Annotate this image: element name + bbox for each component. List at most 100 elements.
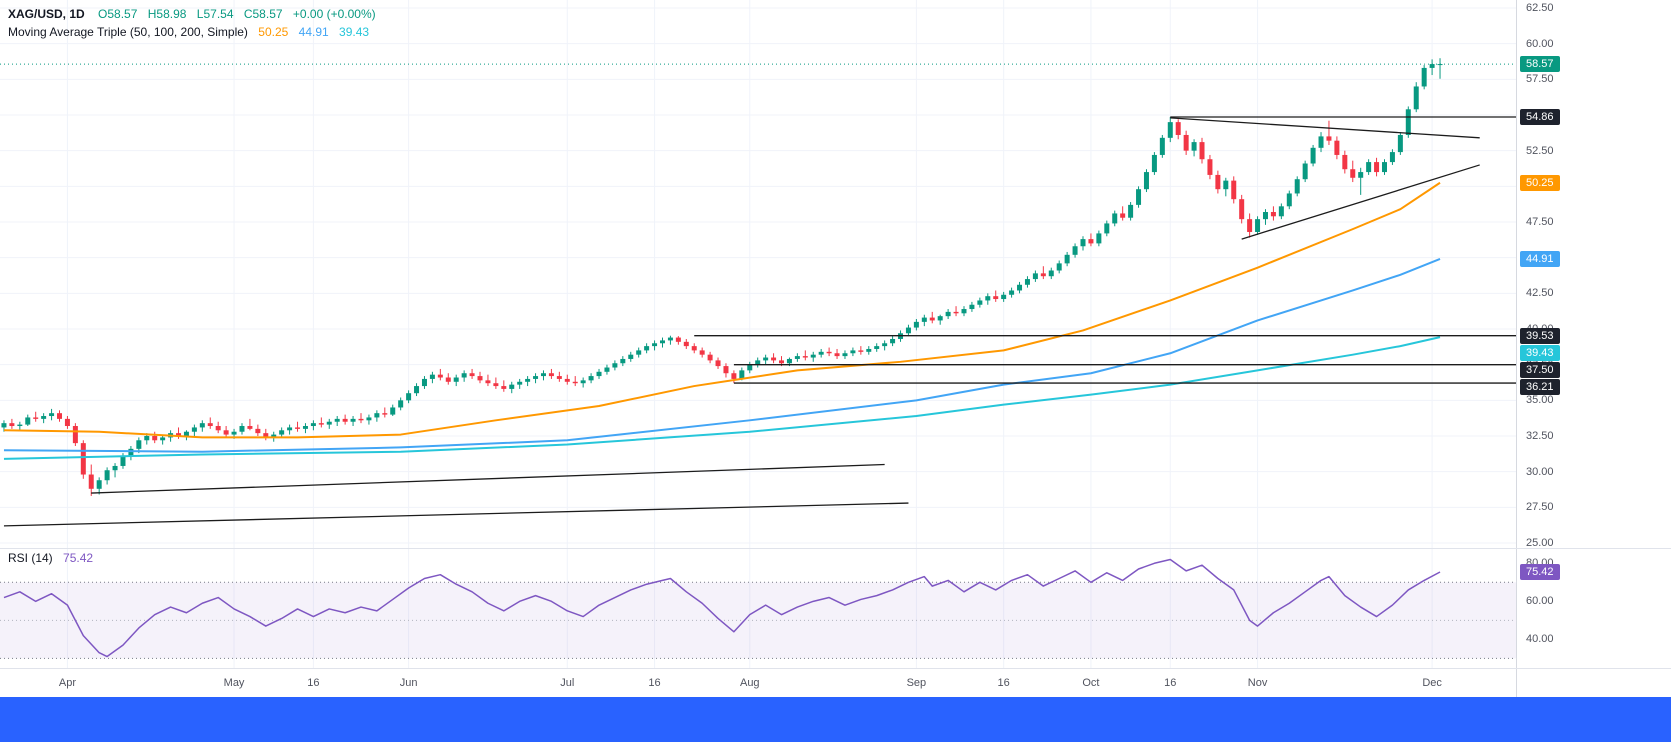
rsi-indicator-legend[interactable]: RSI (14) 75.42: [8, 551, 100, 565]
candle-body: [207, 423, 213, 427]
candle-body: [128, 448, 134, 456]
trendline[interactable]: [1241, 164, 1480, 240]
bottom-bar: [0, 697, 1671, 742]
candle-body: [1064, 254, 1070, 264]
time-axis-label: Apr: [58, 677, 76, 689]
candle-body: [1151, 154, 1157, 173]
candle-body: [1143, 172, 1149, 190]
candle-body: [969, 304, 975, 310]
trendline[interactable]: [3, 502, 909, 527]
candle-body: [1040, 273, 1046, 277]
symbol-legend[interactable]: XAG/USD, 1D O58.57 H58.98 L57.54 C58.57 …: [8, 7, 383, 21]
rsi-pane[interactable]: [0, 548, 1516, 668]
candle-body: [644, 346, 650, 351]
price-badge[interactable]: 39.53: [1520, 327, 1560, 344]
rsi-badge[interactable]: 75.42: [1520, 563, 1560, 580]
price-tick-label: 42.50: [1526, 287, 1554, 300]
candle-body: [1191, 142, 1197, 151]
candle-body: [1056, 263, 1062, 271]
symbol-title[interactable]: XAG/USD, 1D: [8, 7, 85, 21]
candle-body: [104, 470, 110, 481]
ma50-value: 50.25: [258, 25, 289, 39]
candle-body: [1112, 213, 1118, 224]
time-axis-label: May: [223, 677, 245, 689]
candle-body: [1413, 86, 1419, 110]
price-badge[interactable]: 58.57: [1520, 56, 1560, 73]
rsi-tick-label: 40.00: [1526, 633, 1554, 646]
price-tick-label: 62.50: [1526, 2, 1554, 14]
rsi-indicator-title[interactable]: RSI (14): [8, 551, 53, 565]
candle-body: [191, 427, 197, 432]
candle-body: [739, 370, 745, 379]
candle-body: [977, 300, 983, 305]
price-badge[interactable]: 44.91: [1520, 250, 1560, 267]
candle-body: [239, 426, 245, 432]
price-tick-label: 25.00: [1526, 537, 1554, 549]
candle-body: [72, 426, 78, 444]
candle-body: [183, 431, 189, 436]
candle-body: [1096, 233, 1102, 244]
candle-body: [794, 356, 800, 359]
candle-body: [993, 296, 999, 300]
price-tick-label: 27.50: [1526, 501, 1554, 514]
candle-body: [731, 373, 737, 379]
candle-body: [9, 423, 15, 427]
candle-body: [231, 431, 237, 435]
candle-body: [659, 340, 665, 344]
time-axis-label: Sep: [906, 677, 927, 689]
ma-indicator-legend[interactable]: Moving Average Triple (50, 100, 200, Sim…: [8, 25, 376, 39]
candle-body: [501, 386, 507, 389]
price-tick-label: 30.00: [1526, 465, 1554, 478]
candle-body: [493, 383, 499, 387]
pane-separator-main-rsi[interactable]: [0, 548, 1671, 549]
candle-body: [152, 436, 158, 441]
price-badge[interactable]: 39.43: [1520, 344, 1560, 361]
candle-body: [517, 381, 523, 385]
trendline[interactable]: [1170, 117, 1480, 139]
time-axis-label: Oct: [1082, 677, 1100, 689]
candle-body: [921, 317, 927, 322]
candle-body: [636, 350, 642, 355]
sma-100-line: [3, 258, 1441, 453]
candle-body: [310, 423, 316, 427]
candle-body: [1080, 239, 1086, 247]
candle-body: [469, 373, 475, 377]
candle-body: [620, 358, 626, 364]
rsi-value: 75.42: [63, 551, 94, 565]
ma100-value: 44.91: [298, 25, 329, 39]
candle-body: [1286, 193, 1292, 207]
candle-body: [1326, 136, 1332, 141]
time-axis-label: Jul: [560, 677, 575, 689]
candle-body: [802, 356, 808, 358]
price-badge[interactable]: 50.25: [1520, 174, 1560, 191]
candle-body: [318, 423, 324, 425]
time-axis-label: Jun: [399, 677, 418, 689]
candle-body: [64, 418, 70, 427]
price-badge[interactable]: 36.21: [1520, 378, 1560, 395]
candle-body: [683, 341, 689, 347]
candle-body: [160, 437, 166, 441]
candle-body: [1302, 163, 1308, 180]
candle-body: [1215, 174, 1221, 190]
ma-indicator-title[interactable]: Moving Average Triple (50, 100, 200, Sim…: [8, 25, 248, 39]
candle-body: [247, 426, 253, 429]
candle-body: [540, 373, 546, 377]
time-axis[interactable]: Apr May 16 Jun Jul 16 Aug Sep 16 Oct 16 Nov Dec: [0, 669, 1516, 697]
ohlc-close: C58.57: [243, 7, 283, 21]
price-badge[interactable]: 54.86: [1520, 108, 1560, 125]
candle-body: [667, 337, 673, 341]
candle-body: [263, 433, 269, 438]
main-price-pane[interactable]: [0, 0, 1516, 548]
trendline[interactable]: [91, 463, 885, 494]
candle-body: [1024, 279, 1030, 285]
candle-body: [1088, 239, 1094, 244]
price-badge[interactable]: 37.50: [1520, 361, 1560, 378]
ohlc-low: L57.54: [196, 7, 234, 21]
candle-body: [342, 418, 348, 422]
price-axis[interactable]: 62.5060.0057.5055.0052.5050.0047.5045.00…: [1516, 0, 1671, 697]
candle-body: [1009, 290, 1015, 295]
candle-body: [834, 353, 840, 357]
price-tick-label: 57.50: [1526, 73, 1554, 86]
ma200-value: 39.43: [339, 25, 370, 39]
